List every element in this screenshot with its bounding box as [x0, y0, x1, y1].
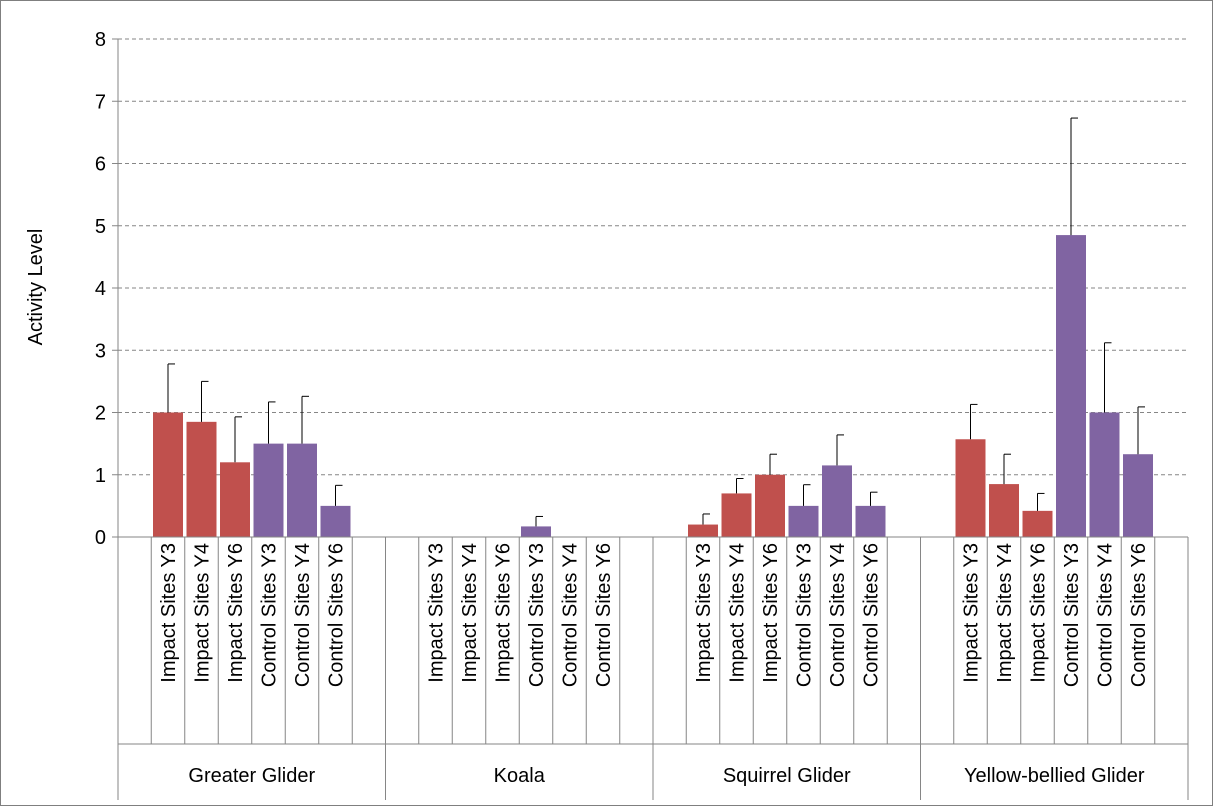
group-label: Squirrel Glider	[723, 765, 851, 787]
axes	[112, 38, 1189, 800]
bar	[186, 421, 217, 537]
x-tick-label: Control Sites Y3	[259, 543, 281, 687]
y-tick-label: 1	[95, 465, 106, 487]
y-tick-label: 2	[95, 403, 106, 425]
bar	[822, 465, 852, 537]
y-tick-label: 8	[95, 29, 106, 51]
x-tick-label: Control Sites Y4	[1095, 543, 1117, 687]
bar	[1022, 510, 1053, 537]
x-tick-label: Control Sites Y4	[827, 543, 849, 687]
x-tick-label: Control Sites Y3	[794, 543, 816, 687]
x-tick-label: Control Sites Y6	[326, 543, 348, 687]
bar	[1056, 235, 1086, 537]
x-tick-label: Impact Sites Y3	[961, 543, 983, 683]
x-tick-label: Impact Sites Y3	[426, 543, 448, 683]
y-tick-label: 6	[95, 154, 106, 176]
x-tick-label: Control Sites Y3	[526, 543, 548, 687]
x-tick-label: Impact Sites Y4	[994, 543, 1016, 683]
x-tick-label: Impact Sites Y4	[459, 543, 481, 683]
error-bars	[167, 117, 1145, 527]
bar	[1123, 454, 1153, 537]
bar	[253, 443, 284, 537]
y-tick-label: 7	[95, 91, 106, 113]
x-tick-label: Impact Sites Y6	[493, 543, 515, 683]
bar	[153, 412, 183, 537]
y-axis-title: Activity Level	[25, 229, 47, 346]
x-tick-label: Control Sites Y6	[861, 543, 883, 687]
x-tick-label: Impact Sites Y3	[158, 543, 180, 683]
y-tick-label: 4	[95, 278, 106, 300]
group-label: Koala	[494, 765, 546, 787]
y-tick-label: 0	[95, 527, 106, 549]
x-tick-label: Control Sites Y6	[1128, 543, 1150, 687]
x-tick-label: Impact Sites Y6	[1028, 543, 1050, 683]
bar	[955, 439, 986, 537]
y-tick-label: 3	[95, 340, 106, 362]
group-label: Yellow-bellied Glider	[964, 765, 1145, 787]
bar	[788, 505, 819, 537]
bar	[755, 474, 785, 537]
gridlines	[118, 38, 1188, 476]
x-tick-label: Control Sites Y6	[593, 543, 615, 687]
bars	[153, 235, 1153, 537]
bar	[989, 484, 1019, 537]
axis-labels: 0 1 2 3 4 5 6 7 8 Impact Sites Y3 Impact Sites Y4 I…	[95, 29, 1150, 787]
bar	[287, 443, 317, 537]
bar	[721, 493, 752, 537]
y-tick-label: 5	[95, 216, 106, 238]
x-tick-label: Control Sites Y4	[560, 543, 582, 687]
x-tick-label: Impact Sites Y6	[225, 543, 247, 683]
x-tick-label: Impact Sites Y4	[192, 543, 214, 683]
group-label: Greater Glider	[188, 765, 315, 787]
bar	[220, 462, 250, 537]
x-tick-label: Control Sites Y4	[292, 543, 314, 687]
x-tick-label: Control Sites Y3	[1061, 543, 1083, 687]
x-tick-label: Impact Sites Y3	[693, 543, 715, 683]
bar	[688, 524, 718, 537]
x-tick-label: Impact Sites Y4	[727, 543, 749, 683]
bar	[320, 505, 351, 537]
bar	[1089, 412, 1120, 537]
x-tick-label: Impact Sites Y6	[760, 543, 782, 683]
bar	[855, 505, 886, 537]
bar	[521, 526, 551, 537]
